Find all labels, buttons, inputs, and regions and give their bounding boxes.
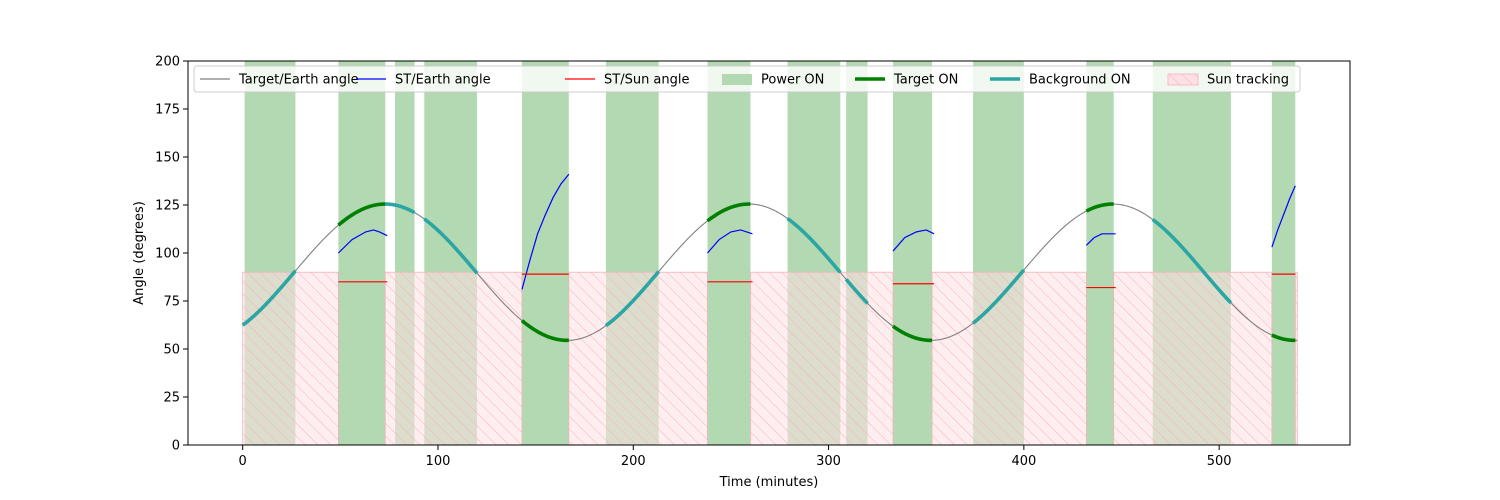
power-on-band bbox=[338, 61, 386, 445]
sun-tracking-hatch bbox=[1113, 272, 1272, 445]
target-on-segment bbox=[1085, 202, 1114, 213]
sun-tracking-hatch bbox=[568, 272, 708, 445]
plot-area bbox=[241, 61, 1298, 445]
x-axis-ticks: 0 100 200 300 400 500 bbox=[239, 445, 1232, 469]
sun-tracking-hatch bbox=[750, 272, 894, 445]
y-tick-label: 25 bbox=[163, 391, 180, 406]
target-on-segment bbox=[891, 324, 933, 343]
legend-label: ST/Sun angle bbox=[604, 73, 690, 88]
x-tick-label: 0 bbox=[239, 454, 247, 469]
x-tick-label: 300 bbox=[816, 454, 841, 469]
power-on-band bbox=[1271, 61, 1296, 445]
st-earth-angle-segment bbox=[1271, 185, 1296, 248]
power-on-band bbox=[521, 61, 569, 445]
y-tick-label: 150 bbox=[155, 151, 180, 166]
legend-label: Sun tracking bbox=[1207, 73, 1289, 88]
data-lines bbox=[241, 173, 1298, 343]
y-tick-label: 75 bbox=[163, 295, 180, 310]
x-tick-label: 200 bbox=[621, 454, 646, 469]
y-tick-label: 0 bbox=[172, 439, 180, 454]
x-tick-label: 500 bbox=[1207, 454, 1232, 469]
power-on-band bbox=[893, 61, 933, 445]
background-on-segment bbox=[971, 268, 1026, 325]
y-tick-label: 175 bbox=[155, 103, 180, 118]
sun-tracking-hatch bbox=[1295, 272, 1298, 445]
y-tick-label: 100 bbox=[155, 247, 180, 262]
y-tick-label: 50 bbox=[163, 343, 180, 358]
background-on-segment bbox=[844, 278, 869, 305]
legend-label: Background ON bbox=[1029, 73, 1131, 88]
sun-tracking-bands bbox=[242, 271, 1298, 445]
st-earth-angle-segment bbox=[1085, 233, 1116, 246]
legend-label: Target/Earth angle bbox=[238, 73, 359, 88]
legend-label: Target ON bbox=[893, 73, 958, 88]
power-on-band bbox=[707, 61, 751, 445]
sun-tracking-hatch bbox=[385, 272, 522, 445]
power-on-band bbox=[1086, 61, 1114, 445]
background-on-segment bbox=[423, 217, 479, 275]
target-on-segment bbox=[1271, 333, 1296, 343]
background-on-segment bbox=[241, 269, 297, 327]
x-tick-label: 100 bbox=[426, 454, 451, 469]
st-earth-angle-segment bbox=[337, 229, 388, 254]
sun-tracking-hatch bbox=[242, 272, 339, 445]
y-axis-label: Angle (degrees) bbox=[132, 201, 147, 305]
st-earth-angle-segment bbox=[521, 173, 570, 290]
sun-tracking-hatch bbox=[932, 272, 1087, 445]
y-tick-label: 200 bbox=[155, 55, 180, 70]
background-on-segment bbox=[1151, 218, 1233, 305]
target-on-segment bbox=[337, 202, 386, 227]
x-axis-label: Time (minutes) bbox=[719, 475, 819, 490]
st-earth-angle-segment bbox=[892, 229, 935, 252]
background-on-segment bbox=[385, 202, 416, 215]
y-axis-ticks: 0 25 50 75 100 125 150 175 200 bbox=[155, 55, 188, 454]
x-tick-label: 400 bbox=[1011, 454, 1036, 469]
legend-label: ST/Earth angle bbox=[395, 73, 491, 88]
target-on-segment bbox=[706, 202, 751, 223]
legend-label: Power ON bbox=[761, 73, 824, 88]
legend-swatch-hatch bbox=[1168, 74, 1198, 85]
y-tick-label: 125 bbox=[155, 199, 180, 214]
legend-swatch bbox=[722, 74, 752, 85]
target-earth-angle-line bbox=[242, 203, 1298, 341]
legend: Target/Earth angle ST/Earth angle ST/Sun a… bbox=[193, 65, 1301, 93]
st-earth-angle-segment bbox=[707, 229, 753, 254]
background-on-segment bbox=[604, 270, 661, 328]
target-on-segment bbox=[520, 319, 569, 343]
background-on-segment bbox=[786, 217, 842, 274]
